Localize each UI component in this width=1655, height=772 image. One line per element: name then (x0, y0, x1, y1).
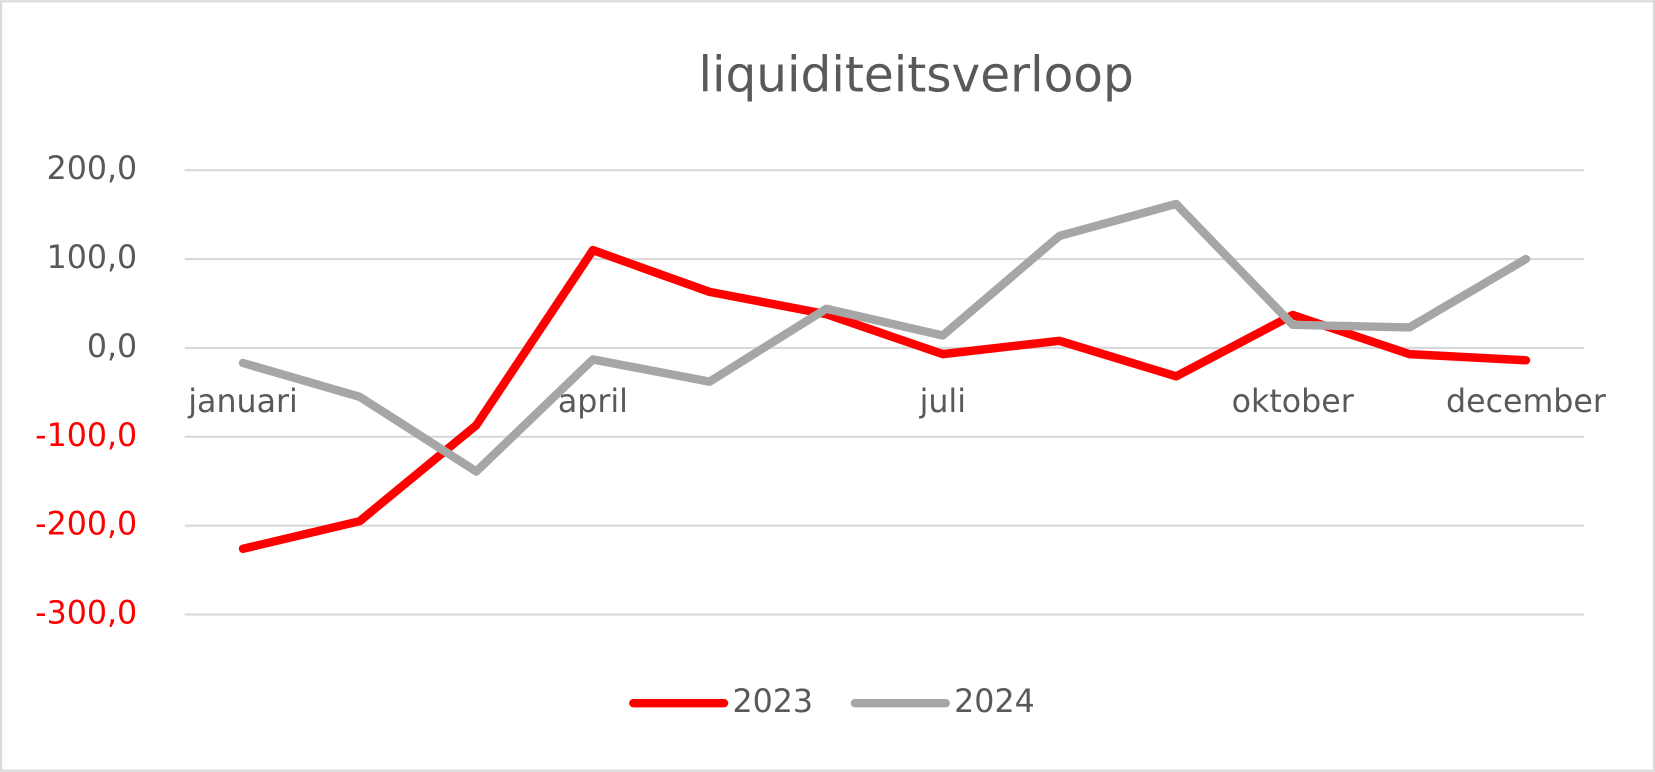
y-tick-label: -300,0 (35, 596, 137, 632)
y-tick-label: -100,0 (35, 418, 137, 454)
y-tick-label: 0,0 (87, 329, 137, 365)
legend-label: 2023 (733, 684, 814, 720)
x-tick-label: december (1446, 384, 1607, 420)
data-line (238, 199, 1531, 476)
y-tick-label: -200,0 (35, 507, 137, 543)
x-tick-label: oktober (1232, 384, 1355, 420)
chart-title: liquiditeitsverloop (698, 47, 1133, 103)
x-tick-label: januari (187, 384, 298, 420)
x-tick-label: april (558, 384, 628, 420)
x-tick-label: juli (919, 384, 966, 420)
y-tick-label: 200,0 (47, 151, 138, 187)
legend-label: 2024 (954, 684, 1035, 720)
y-tick-label: 100,0 (47, 240, 138, 276)
